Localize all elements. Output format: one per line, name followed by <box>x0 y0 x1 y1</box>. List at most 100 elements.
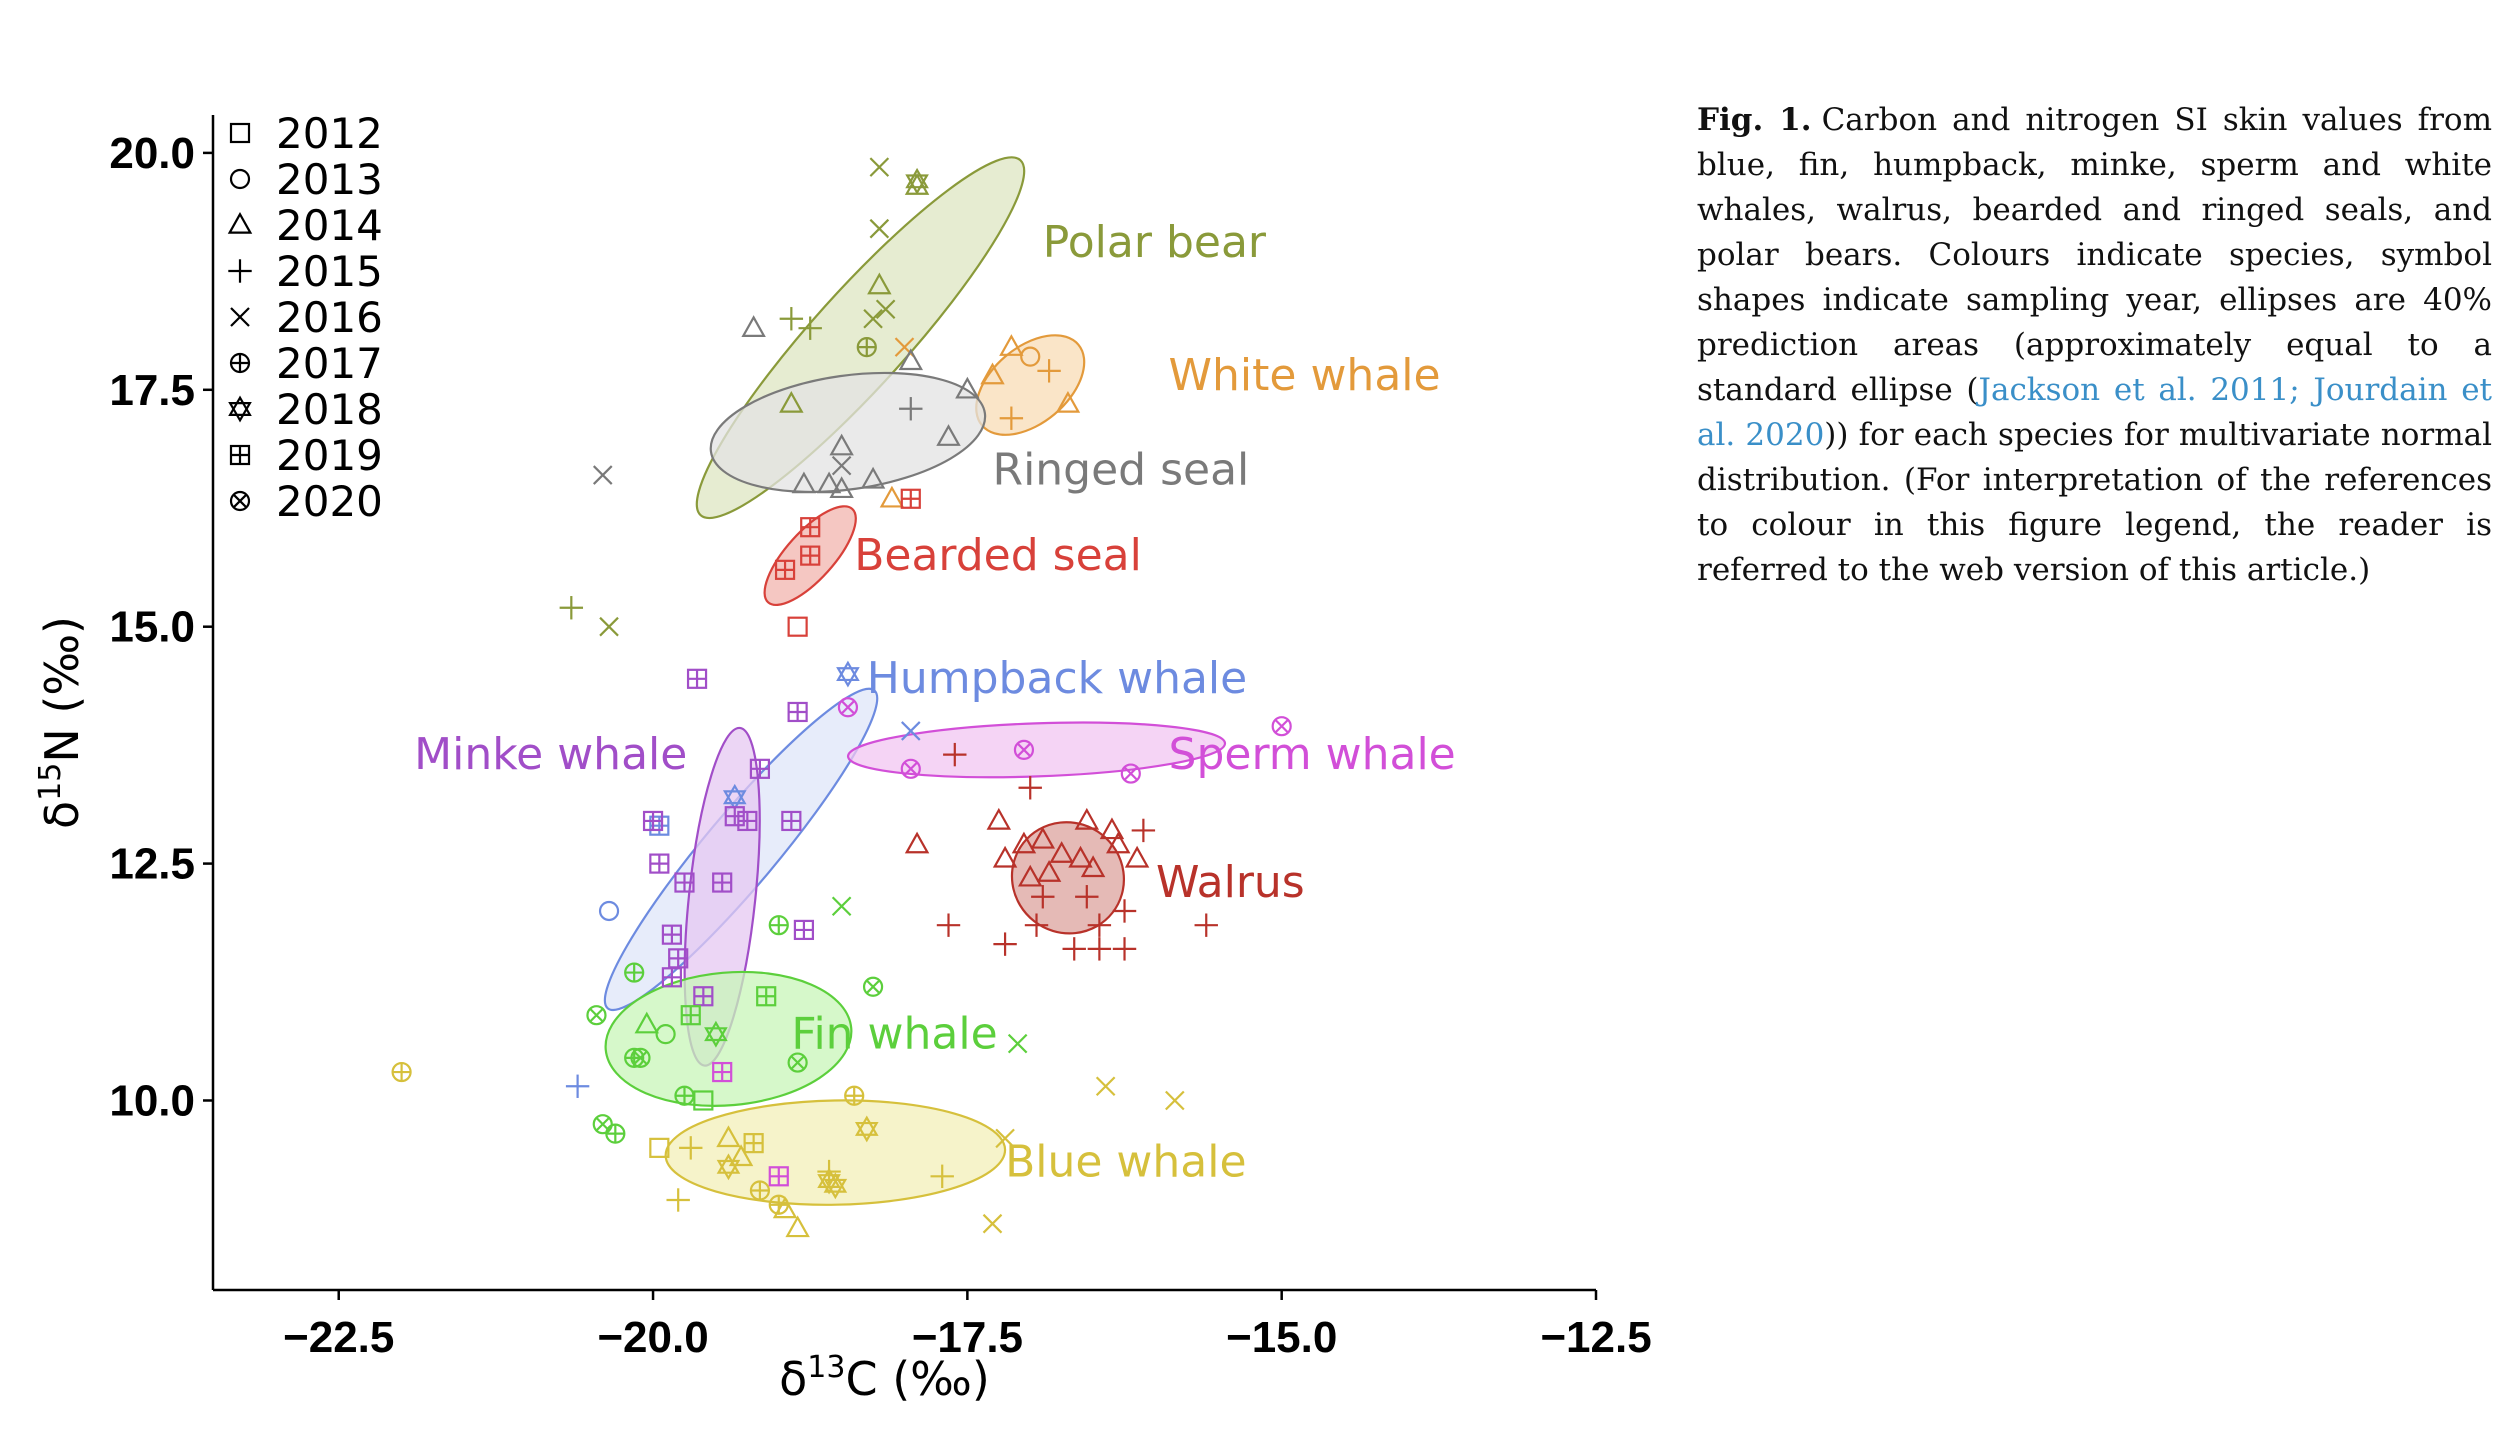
ringed-seal-point <box>741 315 766 337</box>
walrus-point <box>1112 937 1137 961</box>
legend-label-2020: 2020 <box>276 477 383 526</box>
polar-bear-point <box>559 596 584 620</box>
minke-whale-point <box>642 810 664 832</box>
y-tick-label: 20.0 <box>109 129 195 178</box>
walrus-point <box>1024 913 1049 937</box>
blue-whale-point <box>666 1188 690 1212</box>
legend-marker-2013 <box>229 168 251 190</box>
x-tick-label: −12.5 <box>1540 1313 1651 1362</box>
polar-bear-point <box>869 157 890 177</box>
minke-whale-point <box>781 810 802 832</box>
blue-whale-point <box>1165 1090 1185 1111</box>
walrus-point <box>1062 937 1086 961</box>
fin-whale-point <box>624 962 645 983</box>
minke-whale-point <box>724 806 745 827</box>
fin-whale-point <box>693 1090 714 1111</box>
blue-whale-point <box>728 1144 754 1167</box>
white-whale-point <box>1055 390 1081 413</box>
x-axis-label: δ13C (‰) <box>779 1350 990 1406</box>
bearded-seal-point <box>774 559 796 580</box>
fin-whale-point <box>862 976 884 997</box>
fin-whale-point <box>756 986 777 1007</box>
minke-whale-point <box>737 810 758 832</box>
sperm-whale-point <box>900 758 921 779</box>
blue-whale-point <box>716 1125 741 1148</box>
white-whale-point <box>879 485 905 508</box>
legend-marker-2019 <box>229 444 251 466</box>
minke-whale-point <box>686 668 708 689</box>
blue-whale-point <box>391 1061 412 1083</box>
fin-whale-point <box>704 1020 728 1048</box>
y-tick-label: 10.0 <box>109 1076 195 1125</box>
humpback-whale-point <box>598 900 620 922</box>
walrus-label: Walrus <box>1156 857 1305 908</box>
walrus-point <box>943 742 967 767</box>
walrus-point <box>1049 841 1074 863</box>
walrus-point <box>1031 885 1055 909</box>
legend-marker-2017 <box>229 352 251 374</box>
sperm-whale-point <box>712 1061 733 1083</box>
bearded-seal-point <box>800 545 821 566</box>
blue-whale-point <box>749 1180 771 1201</box>
blue-whale-point <box>649 1137 670 1158</box>
humpback-whale-point <box>722 783 747 811</box>
polar-bear-point <box>856 337 877 358</box>
walrus-ellipse <box>1010 821 1126 935</box>
minke-whale-point <box>787 701 808 723</box>
ringed-seal-point <box>816 471 842 494</box>
fin-whale-label: Fin whale <box>791 1008 997 1059</box>
y-tick-label: 17.5 <box>109 366 195 415</box>
legend-label-2015: 2015 <box>276 247 383 296</box>
humpback-whale-point <box>836 660 860 688</box>
walrus-point <box>1080 855 1106 878</box>
white-whale-label: White whale <box>1169 350 1441 401</box>
walrus-point <box>1194 913 1218 937</box>
blue-whale-point <box>772 1196 798 1219</box>
caption-reference-link[interactable]: Jackson et al. 2011; Jourdain et al. 202… <box>1697 372 2492 453</box>
legend-label-2018: 2018 <box>276 385 383 434</box>
polar-bear-point <box>798 316 822 340</box>
sperm-whale-point <box>1120 763 1141 784</box>
white-whale-point <box>999 406 1024 430</box>
fin-whale-point <box>1007 1033 1028 1054</box>
polar-bear-point <box>599 616 619 637</box>
sperm-whale-point <box>1271 716 1292 737</box>
minke-whale-point <box>649 853 670 874</box>
figure-caption: Fig. 1. Carbon and nitrogen SI skin value… <box>1697 98 2492 593</box>
minke-whale-point <box>749 758 771 779</box>
fin-whale-point <box>630 1047 651 1068</box>
ringed-seal-point <box>592 465 613 485</box>
sperm-whale-point <box>1013 739 1035 760</box>
legend-label-2014: 2014 <box>276 201 383 250</box>
white-whale-point <box>1020 346 1041 367</box>
minke-whale-point <box>712 872 733 893</box>
walrus-point <box>1087 937 1112 961</box>
sperm-whale-label: Sperm whale <box>1169 729 1456 780</box>
blue-whale-point <box>844 1085 865 1106</box>
walrus-point <box>1074 807 1100 830</box>
walrus-point <box>936 913 961 937</box>
figure: Polar bear White whale Ringed seal Bearded … <box>33 109 1652 1406</box>
species-labels: Polar bear White whale Ringed seal Bearded … <box>414 217 1456 1187</box>
blue-whale-point <box>982 1213 1003 1234</box>
fin-whale-ellipse <box>604 970 853 1107</box>
legend-label-2017: 2017 <box>276 339 383 388</box>
caption-text-after: )) for each species for multivariate nor… <box>1697 417 2492 588</box>
blue-whale-point <box>823 1172 848 1200</box>
fin-whale-point <box>831 896 852 917</box>
blue-whale-point <box>743 1133 764 1154</box>
x-tick-label: −17.5 <box>912 1313 1023 1362</box>
legend-marker-2012 <box>229 122 251 144</box>
ringed-seal-point <box>791 471 817 494</box>
legend-marker-2015 <box>228 259 252 283</box>
y-axis-label: δ15N (‰) <box>33 616 89 829</box>
blue-whale-point <box>785 1215 810 1238</box>
minke-whale-label: Minke whale <box>414 729 687 780</box>
polar-bear-point <box>863 308 883 329</box>
x-tick-label: −22.5 <box>283 1313 394 1362</box>
walrus-point <box>1099 817 1125 840</box>
minke-whale-point <box>793 919 815 941</box>
polar-bear-point <box>904 173 930 195</box>
ringed-seal-label: Ringed seal <box>993 445 1250 496</box>
